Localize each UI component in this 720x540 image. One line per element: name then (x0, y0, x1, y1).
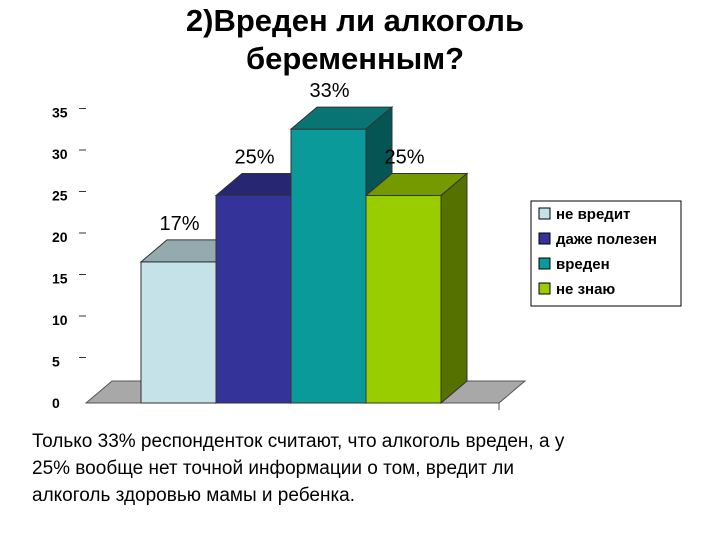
y-tick-label: 25 (52, 188, 68, 204)
bar-front (215, 195, 292, 404)
bar-chart: 0 5 10 15 20 25 30 35 17% 25% 33% 25% не вредит даже … (52, 80, 682, 411)
y-tick-label: 35 (52, 105, 68, 121)
legend-label: вреден (556, 256, 610, 273)
legend-label: не вредит (556, 206, 630, 223)
y-tick-label: 0 (52, 395, 60, 411)
y-tick-label: 15 (52, 271, 68, 287)
bar-front (290, 128, 367, 404)
data-label: 25% (384, 147, 424, 169)
y-tick-label: 10 (52, 312, 68, 328)
bar-front (140, 261, 217, 404)
data-label: 17% (159, 213, 199, 235)
y-tick-label: 5 (52, 354, 60, 370)
slide-title: 2)Вреден ли алкоголь беременным? (185, 3, 525, 76)
slide-caption: Только 33% респонденток считают, что алк… (32, 431, 565, 506)
legend-label: не знаю (556, 281, 615, 298)
y-tick-label: 30 (52, 146, 68, 162)
bar-side (440, 172, 468, 405)
data-label: 25% (234, 147, 274, 169)
legend-box (530, 200, 682, 307)
legend-swatch (538, 207, 551, 220)
data-label: 33% (309, 80, 349, 102)
y-tick-label: 20 (52, 229, 68, 245)
legend-swatch (538, 232, 551, 245)
legend-swatch (538, 257, 551, 270)
legend-swatch (538, 282, 551, 295)
bar-front (365, 195, 442, 404)
legend-label: даже полезен (556, 231, 657, 248)
